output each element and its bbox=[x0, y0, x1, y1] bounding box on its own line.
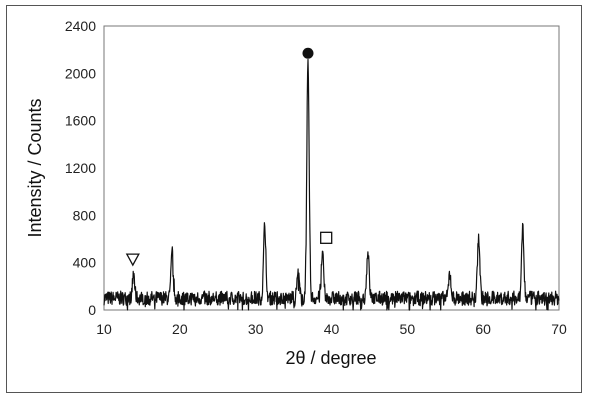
y-axis-ticks: 0 400 800 1200 1600 2000 2400 bbox=[65, 18, 96, 318]
filled-circle-marker bbox=[302, 48, 313, 59]
y-axis-title: Intensity / Counts bbox=[25, 98, 45, 237]
x-tick-label: 70 bbox=[551, 321, 567, 337]
x-tick-label: 50 bbox=[400, 321, 416, 337]
x-tick-label: 30 bbox=[248, 321, 264, 337]
x-tick-label: 60 bbox=[475, 321, 491, 337]
open-triangle-marker bbox=[127, 254, 139, 265]
y-tick-label: 2000 bbox=[65, 65, 96, 81]
open-square-marker bbox=[321, 232, 332, 243]
y-tick-label: 0 bbox=[88, 302, 96, 318]
x-tick-label: 40 bbox=[324, 321, 340, 337]
x-tick-label: 10 bbox=[96, 321, 112, 337]
intensity-series-line bbox=[104, 60, 559, 311]
y-tick-label: 2400 bbox=[65, 18, 96, 34]
y-tick-label: 1600 bbox=[65, 113, 96, 129]
y-tick-label: 800 bbox=[73, 207, 97, 223]
y-tick-label: 400 bbox=[73, 255, 97, 271]
xrd-chart: 10 20 30 40 50 60 70 0 400 800 1200 1600 2000 2400 2… bbox=[7, 6, 583, 394]
figure-frame: 10 20 30 40 50 60 70 0 400 800 1200 1600 2000 2400 2… bbox=[6, 5, 582, 393]
x-tick-label: 20 bbox=[172, 321, 188, 337]
x-axis-title: 2θ / degree bbox=[285, 348, 376, 368]
plot-border bbox=[104, 26, 559, 310]
x-axis-ticks: 10 20 30 40 50 60 70 bbox=[96, 321, 567, 337]
phase-markers bbox=[127, 48, 332, 265]
plot-area: 10 20 30 40 50 60 70 0 400 800 1200 1600 2000 2400 bbox=[65, 18, 567, 337]
y-tick-label: 1200 bbox=[65, 160, 96, 176]
